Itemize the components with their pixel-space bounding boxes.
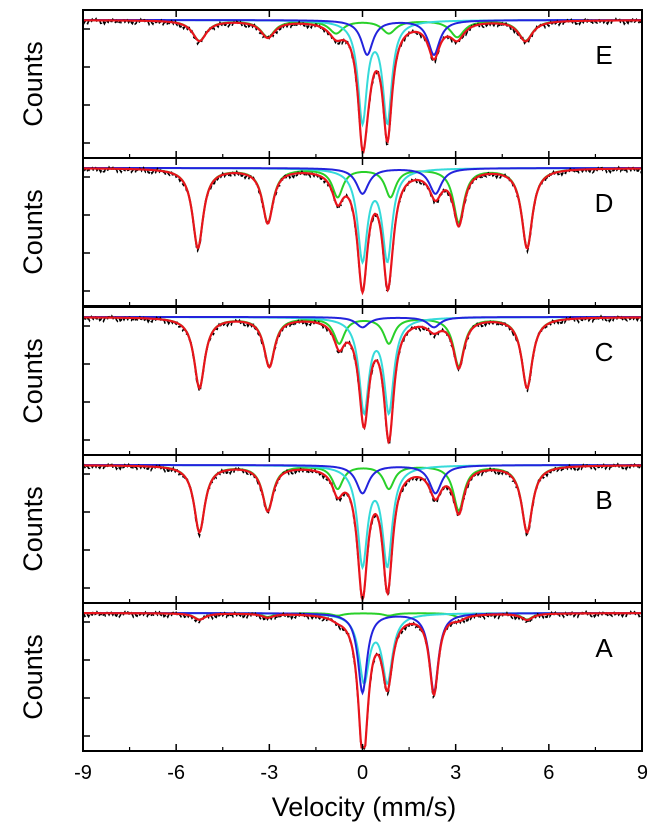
x-axis-label: Velocity (mm/s) <box>272 792 457 822</box>
panel-C-frame <box>82 306 643 456</box>
panel-E-label: E <box>595 40 612 70</box>
x-tick-label-6: 9 <box>637 762 648 784</box>
panel-B-total-fit <box>83 464 642 603</box>
panel-B-label: B <box>595 485 612 515</box>
x-tick-label-5: 6 <box>543 762 554 784</box>
panel-B-doublet_2-curve <box>83 464 642 495</box>
panel-B-experimental-data <box>83 462 642 600</box>
panel-D-doublet_1-curve <box>83 167 642 265</box>
panel-E-frame <box>82 9 643 159</box>
x-tick-label-1: -6 <box>167 762 185 784</box>
panel-C-y-axis-label: Counts <box>18 338 48 424</box>
panel-A-label: A <box>595 633 613 663</box>
panel-C-doublet_2-curve <box>83 316 642 329</box>
panel-A: A Counts <box>18 602 643 752</box>
panels-group: E Counts D Counts C Counts B Counts A Counts <box>18 9 643 752</box>
panel-D-sextet-curve <box>83 167 642 250</box>
panel-D-experimental-data <box>83 165 642 294</box>
panel-C-doublet_1-curve <box>83 316 642 417</box>
panel-B-frame <box>82 454 643 604</box>
panel-E: E Counts <box>18 9 643 159</box>
panel-D-y-axis-label: Counts <box>18 189 48 275</box>
panel-C-label: C <box>595 337 614 367</box>
x-tick-label-0: -9 <box>74 762 92 784</box>
panel-B-sextet-curve <box>83 464 642 534</box>
panel-D-frame <box>82 157 643 307</box>
x-tick-label-3: 0 <box>357 762 368 784</box>
panel-B: B Counts <box>18 454 643 604</box>
panel-D-doublet_2-curve <box>83 167 642 195</box>
x-tick-label-2: -3 <box>260 762 278 784</box>
panel-D-label: D <box>595 188 614 218</box>
panel-E-experimental-data <box>83 17 642 155</box>
panel-B-y-axis-label: Counts <box>18 486 48 572</box>
panel-B-doublet_1-curve <box>83 464 642 571</box>
panel-E-total-fit <box>83 19 642 154</box>
panel-E-doublet_2-curve <box>83 19 642 57</box>
panel-C-total-fit <box>83 316 642 445</box>
panel-D: D Counts <box>18 157 643 307</box>
panel-A-y-axis-label: Counts <box>18 634 48 720</box>
x-tick-labels: -9 -6 -3 0 3 6 9 <box>74 762 648 784</box>
panel-C: C Counts <box>18 306 643 456</box>
x-tick-label-4: 3 <box>450 762 461 784</box>
panel-E-y-axis-label: Counts <box>18 41 48 127</box>
panel-A-doublet_1-curve <box>83 612 642 686</box>
panel-D-total-fit <box>83 167 642 296</box>
panel-E-doublet_1-curve <box>83 19 642 128</box>
